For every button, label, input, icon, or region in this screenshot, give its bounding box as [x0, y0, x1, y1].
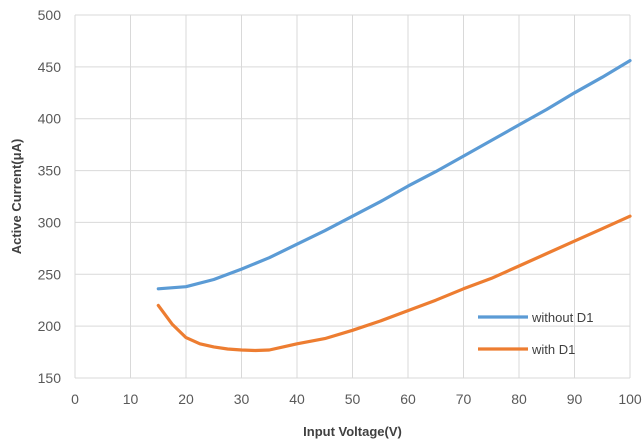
y-tick-label: 250: [38, 266, 62, 282]
grid: [74, 14, 631, 379]
legend: without D1 with D1: [478, 310, 593, 357]
x-tick-label: 0: [71, 391, 79, 407]
x-tick-label: 90: [567, 391, 583, 407]
legend-label-2: with D1: [531, 342, 575, 357]
y-tick-label: 350: [38, 163, 62, 179]
x-tick-label: 10: [123, 391, 139, 407]
y-tick-label: 500: [38, 7, 62, 23]
y-tick-label: 150: [38, 370, 62, 386]
y-tick-label: 300: [38, 214, 62, 230]
x-tick-label: 100: [618, 391, 642, 407]
y-tick-label: 200: [38, 318, 62, 334]
series-line-2: [156, 214, 632, 353]
x-tick-label: 60: [400, 391, 416, 407]
y-tick-label: 400: [38, 111, 62, 127]
x-tick-label: 70: [456, 391, 472, 407]
x-tick-label: 40: [289, 391, 305, 407]
y-tick-label: 450: [38, 59, 62, 75]
y-axis-title: Active Current(μA): [9, 139, 24, 255]
series-layer: [156, 59, 632, 353]
x-tick-label: 30: [234, 391, 250, 407]
x-tick-label: 50: [345, 391, 361, 407]
x-tick-label: 20: [178, 391, 194, 407]
x-tick-label: 80: [511, 391, 527, 407]
x-axis-title: Input Voltage(V): [303, 424, 402, 439]
series-line-1: [156, 59, 632, 291]
x-tick-labels: 0 10 20 30 40 50 60 70 80 90 100: [71, 391, 642, 407]
y-tick-labels: 150 200 250 300 350 400 450 500: [38, 7, 62, 386]
legend-label-1: without D1: [531, 310, 593, 325]
